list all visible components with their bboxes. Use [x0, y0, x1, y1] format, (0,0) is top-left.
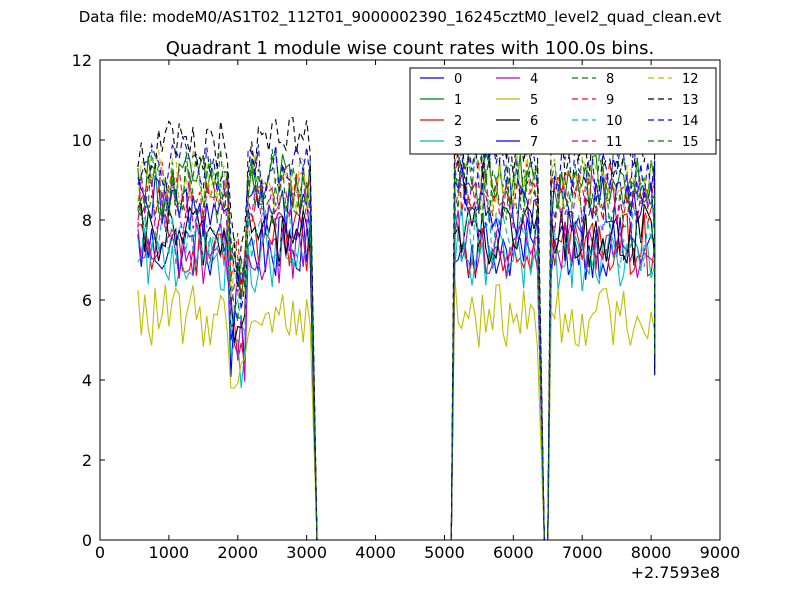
series-line-1 — [137, 151, 656, 541]
legend-label-5: 5 — [530, 93, 538, 108]
series-line-0 — [137, 215, 656, 541]
x-tick-label: 1000 — [149, 543, 190, 562]
series-line-14 — [137, 116, 656, 541]
series-line-5 — [137, 275, 656, 541]
y-tick-label: 8 — [82, 211, 92, 230]
figure-suptitle: Data file: modeM0/AS1T02_112T01_90000023… — [78, 8, 722, 26]
legend-label-13: 13 — [682, 93, 699, 108]
series-layer — [137, 104, 656, 541]
x-tick-label: 5000 — [424, 543, 465, 562]
series-line-9 — [137, 145, 656, 541]
x-tick-label: 7000 — [562, 543, 603, 562]
series-line-7 — [137, 164, 656, 541]
legend-label-7: 7 — [530, 135, 538, 150]
y-tick-label: 6 — [82, 291, 92, 310]
series-line-8 — [137, 139, 656, 541]
x-tick-label: 6000 — [493, 543, 534, 562]
legend-label-9: 9 — [606, 93, 614, 108]
x-tick-label: 9000 — [700, 543, 741, 562]
legend-label-15: 15 — [682, 135, 699, 150]
y-tick-label: 10 — [72, 131, 92, 150]
y-tick-label: 12 — [72, 51, 92, 70]
series-line-2 — [137, 211, 656, 541]
y-tick-label: 0 — [82, 531, 92, 550]
legend-label-0: 0 — [454, 72, 462, 87]
legend-label-2: 2 — [454, 114, 462, 129]
legend-label-10: 10 — [606, 114, 623, 129]
legend-label-12: 12 — [682, 72, 699, 87]
series-line-11 — [137, 171, 656, 541]
y-tick-label: 2 — [82, 451, 92, 470]
x-tick-label: 8000 — [631, 543, 672, 562]
x-tick-label: 3000 — [286, 543, 327, 562]
legend-label-4: 4 — [530, 72, 538, 87]
legend-label-3: 3 — [454, 135, 462, 150]
legend-label-8: 8 — [606, 72, 614, 87]
legend-label-14: 14 — [682, 114, 699, 129]
y-tick-label: 4 — [82, 371, 92, 390]
series-line-12 — [137, 149, 656, 541]
x-axis-offset-label: +2.7593e8 — [631, 563, 720, 582]
series-line-13 — [137, 104, 656, 541]
axes-layer: 0 1000 2000 3000 4000 5000 6000 7000 8000 9000 0 2 4… — [72, 51, 741, 562]
series-line-15 — [137, 162, 656, 541]
chart-title: Quadrant 1 module wise count rates with … — [166, 38, 655, 59]
series-line-3 — [137, 204, 656, 541]
series-line-4 — [137, 210, 656, 541]
legend-box — [409, 67, 717, 155]
legend-label-11: 11 — [606, 135, 623, 150]
legend-label-1: 1 — [454, 93, 462, 108]
legend-label-6: 6 — [530, 114, 538, 129]
series-line-10 — [137, 200, 656, 541]
x-tick-label: 2000 — [217, 543, 258, 562]
x-tick-label: 0 — [95, 543, 105, 562]
x-tick-label: 4000 — [355, 543, 396, 562]
